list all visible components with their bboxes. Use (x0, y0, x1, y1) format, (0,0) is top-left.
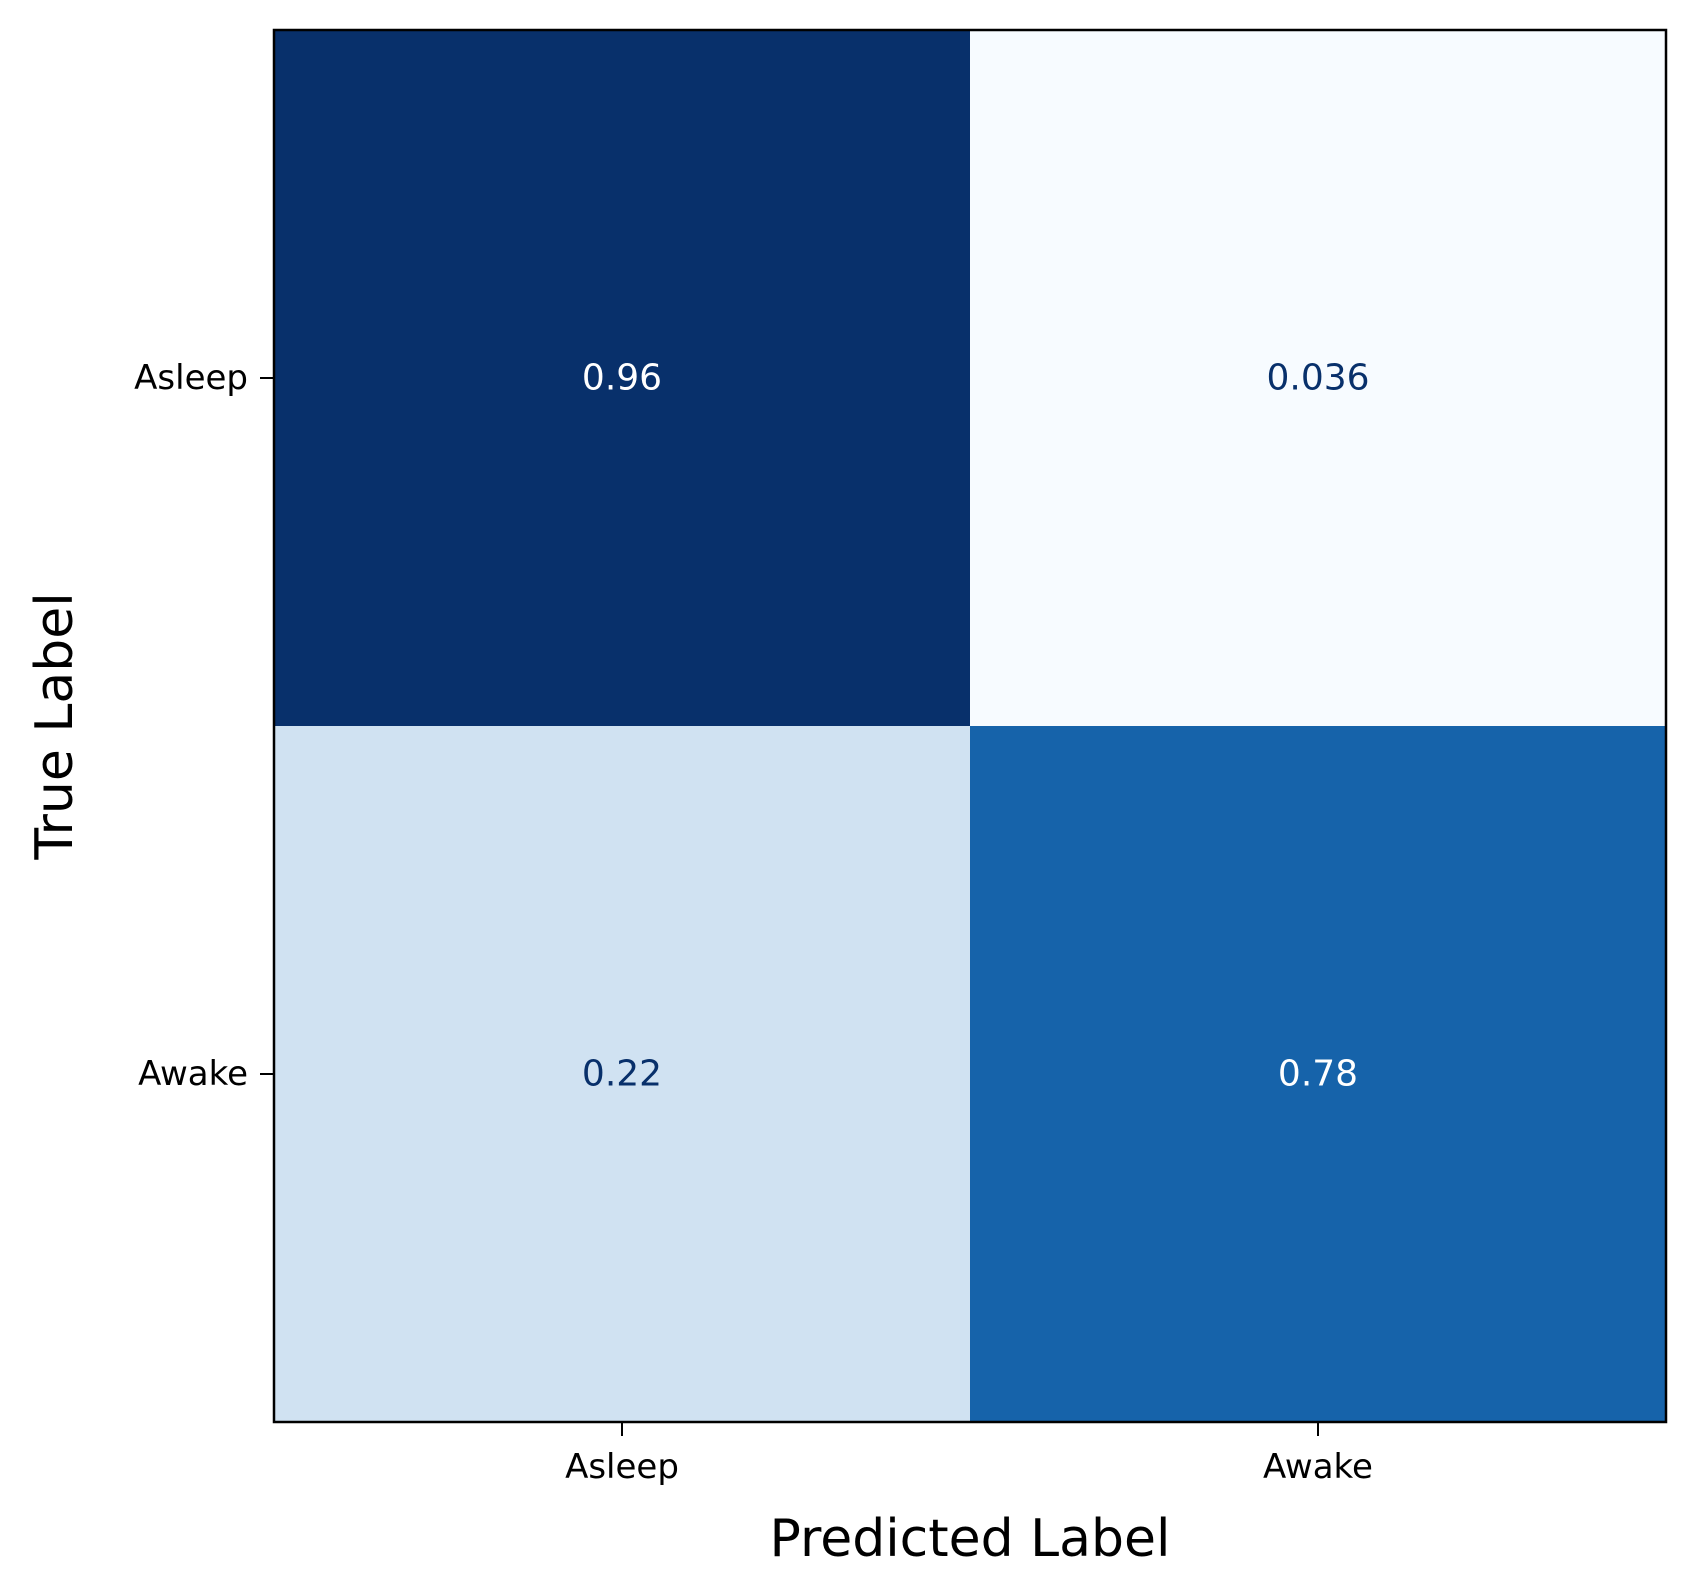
cell-value-label: 0.036 (1266, 358, 1369, 399)
heatmap-cell (970, 726, 1667, 1423)
heatmap-cells (274, 30, 1667, 1423)
heatmap-cell (970, 30, 1667, 727)
x-tick-label: Awake (1263, 1447, 1373, 1487)
x-tick-label: Asleep (565, 1447, 679, 1487)
x-axis-ticks: Asleep Awake (565, 1422, 1373, 1487)
y-axis-ticks: Asleep Awake (134, 358, 274, 1094)
heatmap-cell (274, 726, 971, 1423)
x-axis-label: Predicted Label (770, 1509, 1171, 1569)
y-tick-label: Asleep (134, 358, 248, 398)
y-axis-label: True Label (25, 592, 85, 860)
heatmap-cell (274, 30, 971, 727)
cell-value-label: 0.78 (1278, 1054, 1358, 1095)
cell-value-label: 0.22 (582, 1054, 662, 1095)
cell-value-labels: 0.96 0.036 0.22 0.78 (582, 358, 1370, 1095)
y-tick-label: Awake (138, 1054, 248, 1094)
cell-value-label: 0.96 (582, 358, 662, 399)
plot-frame (272, 28, 1668, 1424)
